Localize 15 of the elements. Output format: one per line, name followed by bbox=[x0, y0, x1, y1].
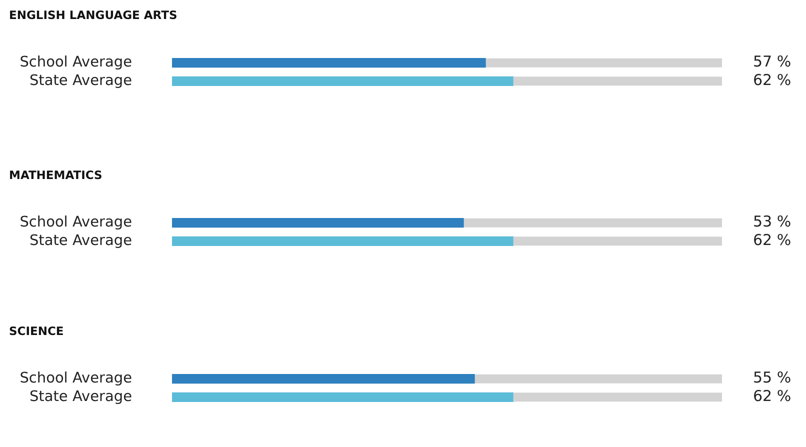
data-label: 55 % bbox=[753, 368, 792, 387]
y-tick-label: School Average bbox=[20, 214, 132, 231]
data-label: 62 % bbox=[753, 231, 792, 250]
text: MATHEMATICS bbox=[9, 168, 102, 182]
y-tick-label: State Average bbox=[29, 72, 132, 89]
text: SCIENCE bbox=[9, 324, 64, 338]
data-label: 62 % bbox=[753, 387, 792, 406]
data-label: 62 % bbox=[753, 71, 792, 90]
data-label: 53 % bbox=[753, 212, 792, 231]
y-tick-label: State Average bbox=[29, 232, 132, 249]
data-label: 57 % bbox=[753, 52, 792, 71]
chart-title: ENGLISH LANGUAGE ARTS bbox=[9, 8, 178, 22]
y-tick-label: State Average bbox=[29, 388, 132, 405]
y-tick-label: School Average bbox=[20, 54, 132, 71]
y-tick-label: School Average bbox=[20, 370, 132, 387]
